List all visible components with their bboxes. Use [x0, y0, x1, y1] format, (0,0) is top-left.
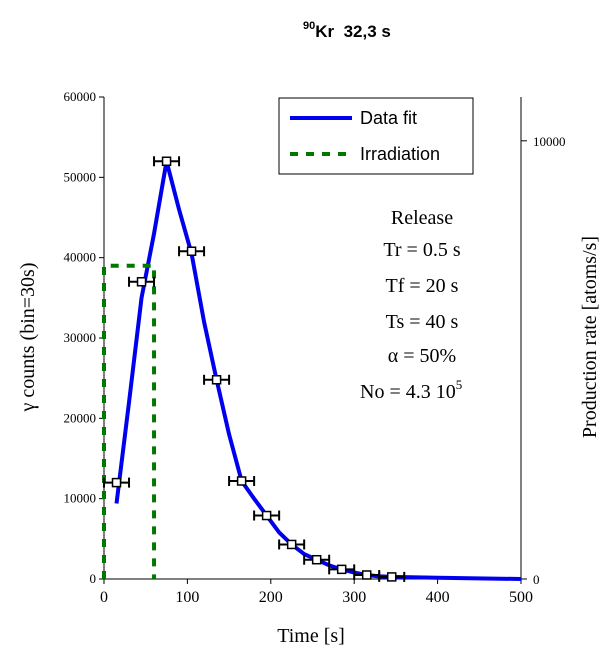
data-point-marker	[386, 572, 397, 582]
annotation-line: Ts = 40 s	[386, 311, 459, 333]
irradiation-line	[102, 263, 157, 579]
data-point-marker	[336, 564, 347, 575]
x-tick-label: 0	[100, 589, 108, 606]
title-half-life: 32,3 s	[334, 22, 391, 41]
data-point-marker	[161, 156, 172, 167]
y-tick-label: 0	[90, 571, 97, 586]
annotation-no-base: No = 4.3 10	[360, 381, 456, 403]
data-point	[203, 374, 231, 385]
data-point-marker	[236, 476, 247, 486]
data-point	[153, 156, 181, 167]
x-tick-label: 300	[342, 589, 366, 606]
data-point-marker	[186, 246, 197, 256]
title-mass-number: 90	[303, 20, 315, 32]
annotation-line: Release	[391, 207, 453, 229]
data-point-marker	[111, 477, 122, 488]
plot-area	[102, 156, 522, 582]
data-point-marker	[136, 277, 147, 287]
data-point	[378, 571, 406, 582]
x-tick-label: 400	[426, 589, 450, 606]
axes: 0 10000 20000 30000 40000 50000 60000 0 10000 0 10…	[64, 89, 566, 606]
annotation-line: α = 50%	[388, 345, 456, 367]
annotation-no-line: No = 4.3 105	[360, 377, 462, 403]
legend-data-fit-label: Data fit	[360, 108, 417, 128]
data-point	[278, 539, 306, 550]
annotation-line: Tr = 0.5 s	[383, 239, 460, 261]
y2-tick-label: 0	[533, 572, 540, 587]
data-point-marker	[311, 554, 322, 565]
data-point-marker	[211, 375, 222, 385]
data-point	[128, 276, 156, 287]
y-tick-label: 30000	[64, 330, 97, 345]
legend-box	[278, 97, 474, 175]
y2-tick-label: 10000	[533, 134, 566, 149]
y-tick-label: 10000	[64, 491, 97, 506]
chart-title: 90Kr 32,3 s	[303, 20, 391, 41]
data-point	[103, 477, 131, 488]
data-point	[328, 564, 356, 575]
data-fit-line	[114, 159, 522, 581]
data-point	[303, 554, 331, 565]
data-point	[178, 246, 206, 257]
legend: Data fit Irradiation	[278, 97, 474, 175]
data-point-marker	[261, 510, 272, 521]
data-point	[228, 475, 256, 486]
x-tick-label: 500	[509, 589, 533, 606]
data-point	[253, 510, 281, 521]
y-tick-label: 40000	[64, 250, 97, 265]
x-tick-label: 100	[175, 589, 199, 606]
y-tick-label: 60000	[64, 89, 97, 104]
y-axis-label: γ counts (bin=30s)	[17, 263, 39, 413]
data-point-marker	[286, 539, 297, 550]
x-axis-label: Time [s]	[277, 625, 345, 647]
y-tick-label: 20000	[64, 410, 97, 425]
legend-irradiation-label: Irradiation	[360, 144, 440, 164]
annotation-no-exp: 5	[456, 377, 463, 392]
y-tick-label: 50000	[64, 169, 97, 184]
title-element: Kr	[315, 22, 334, 41]
x-tick-label: 200	[259, 589, 283, 606]
data-point-marker	[361, 570, 372, 580]
annotation-line: Tf = 20 s	[386, 275, 459, 297]
y2-axis-label: Production rate [atoms/s]	[579, 236, 601, 438]
release-annotation: Release Tr = 0.5 s Tf = 20 s Ts = 40 s α…	[360, 207, 462, 403]
